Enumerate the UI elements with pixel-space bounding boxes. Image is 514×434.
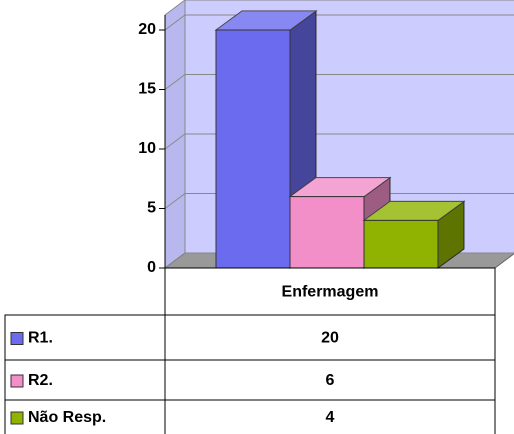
bar-side-shade: [438, 201, 464, 268]
bar-top-shade: [364, 201, 464, 221]
y-tick-label: 0: [147, 259, 156, 276]
grid-line: [164, 74, 514, 90]
bar-top-shade: [290, 177, 390, 197]
y-tick-label: 20: [138, 21, 156, 38]
legend-key: [10, 332, 24, 345]
bar: [289, 196, 365, 269]
y-tick-label: 15: [138, 81, 156, 98]
legend-key: [10, 411, 24, 425]
legend-label: R1.: [28, 330, 53, 347]
bar-top-shade: [216, 11, 316, 30]
legend-label: R2.: [28, 372, 53, 389]
grid-line: [164, 133, 514, 150]
grid-line: [164, 14, 514, 31]
y-tick-label: 10: [138, 140, 156, 157]
grid-line: [164, 193, 514, 209]
legend-label: Não Resp.: [28, 409, 106, 426]
y-tick-label: 5: [147, 200, 156, 217]
bar: [363, 219, 439, 269]
legend-key: [10, 374, 24, 388]
side-wall: [164, 0, 186, 269]
table-value: 20: [321, 330, 339, 347]
category-label: Enfermagem: [282, 284, 379, 301]
table-value-cell: [164, 399, 496, 434]
table-value: 4: [326, 409, 335, 426]
table-value: 6: [326, 372, 335, 389]
bar: [215, 29, 291, 269]
